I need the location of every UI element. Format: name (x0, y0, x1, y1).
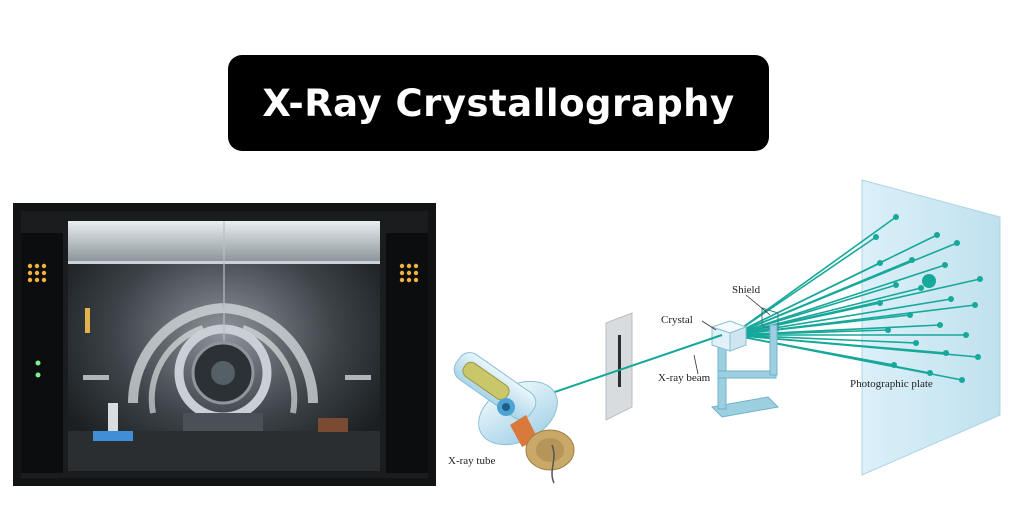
label-photographic-plate: Photographic plate (850, 378, 933, 390)
label-crystal: Crystal (661, 314, 693, 326)
shield (761, 307, 779, 332)
xray-diffractometer-photo (13, 203, 436, 486)
photographic-plate (861, 179, 1001, 476)
page-title: X-Ray Crystallography (262, 81, 735, 125)
crystal-stand (710, 324, 780, 418)
diffraction-diagram: Shield Crystal X-ray beam Photographic p… (448, 179, 1001, 484)
label-xray-tube: X-ray tube (448, 455, 495, 467)
title-banner: X-Ray Crystallography (228, 55, 769, 151)
label-shield: Shield (732, 284, 761, 296)
central-spot (922, 274, 936, 288)
diffraction-spots (873, 214, 983, 383)
label-xray-beam: X-ray beam (658, 372, 711, 384)
xray-tube (453, 352, 575, 484)
collimator-slit (605, 312, 633, 421)
